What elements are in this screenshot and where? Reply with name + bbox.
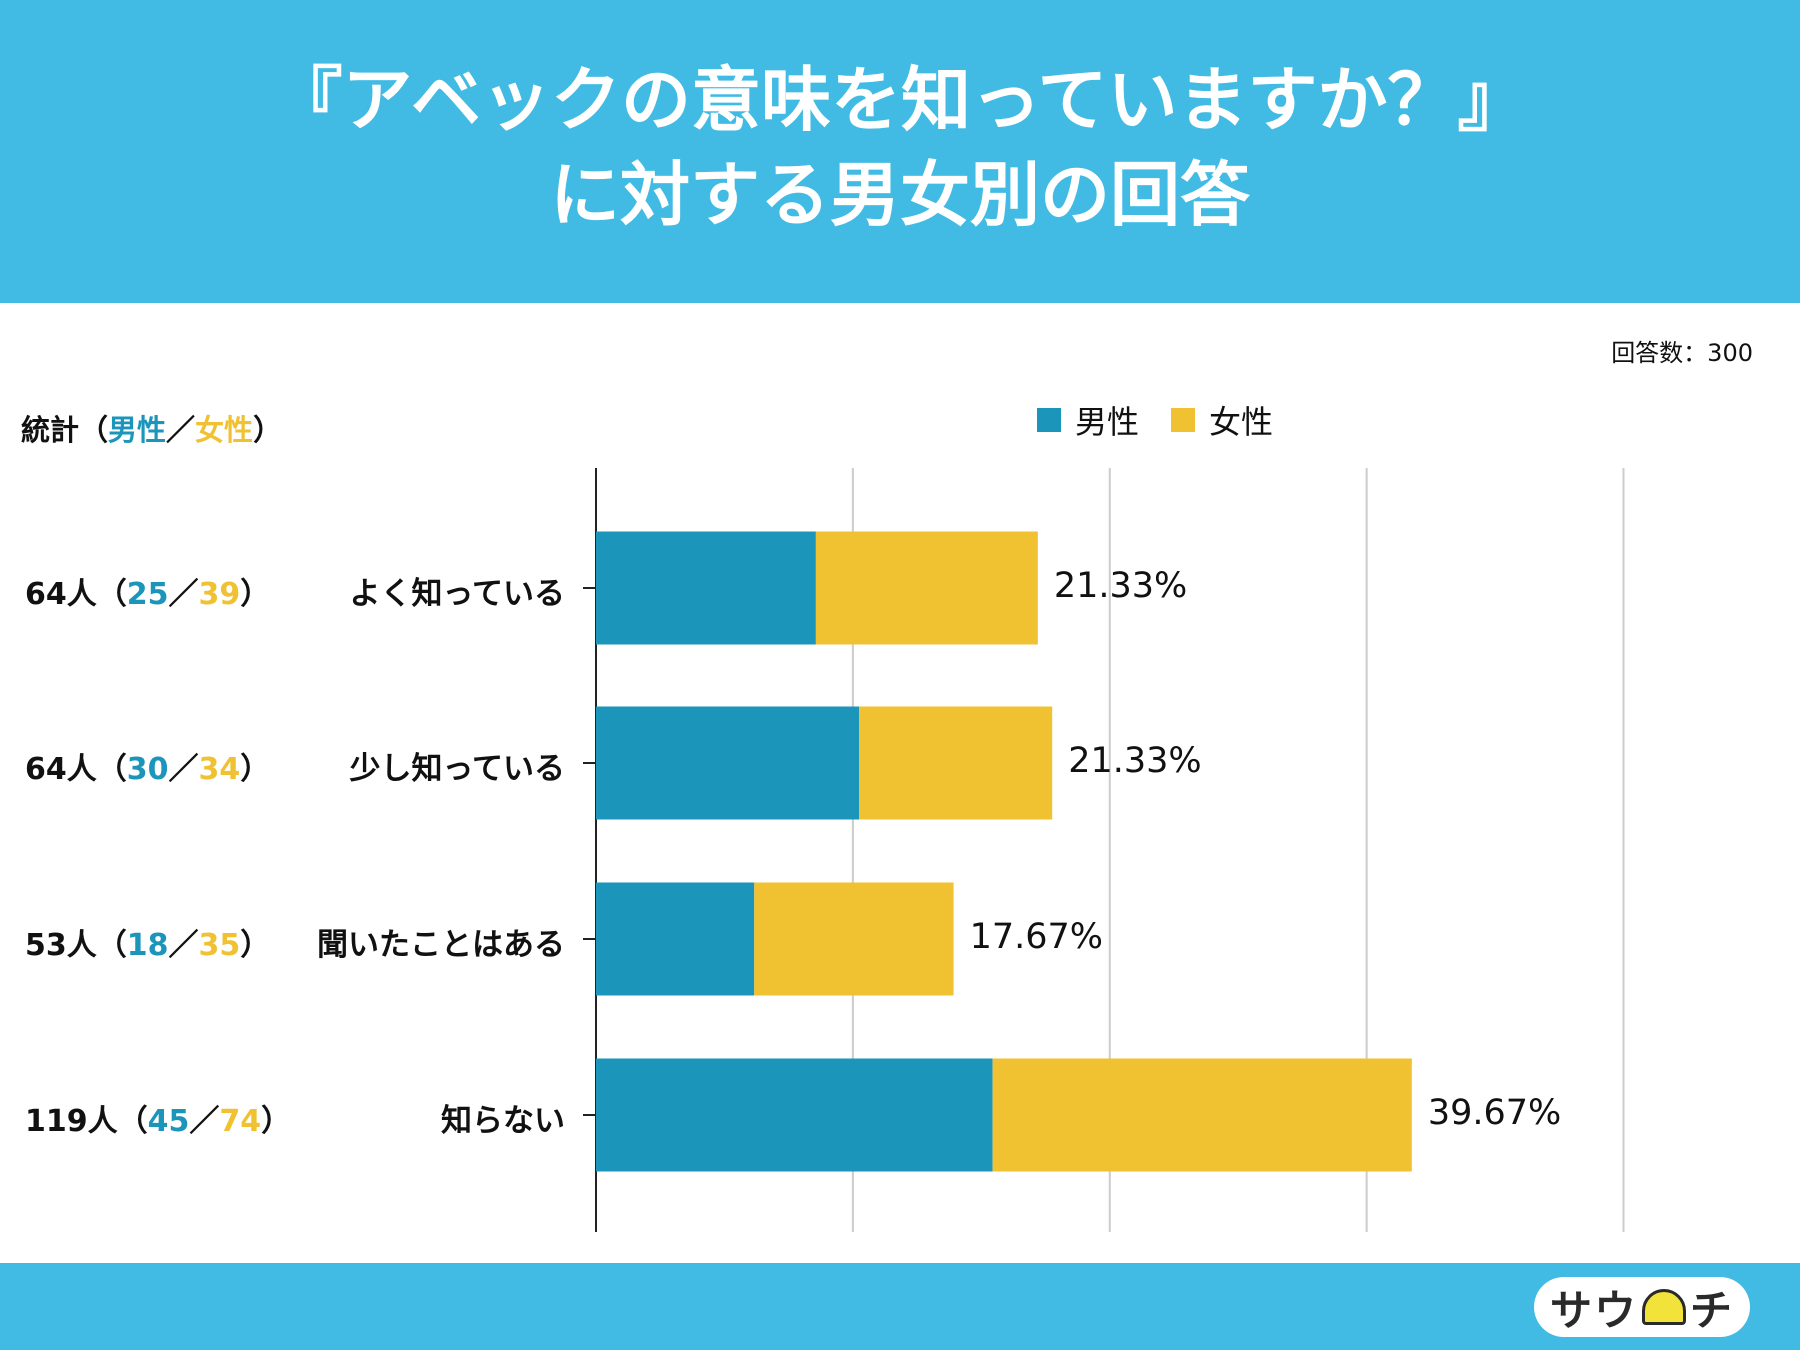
count-total: 119人 — [25, 1104, 118, 1139]
bar-female — [859, 706, 1053, 820]
legend-swatch-male — [1037, 408, 1061, 432]
bar-male — [596, 1058, 993, 1172]
title-line-2: に対する男女別の回答 — [550, 154, 1250, 236]
legend-swatch-female — [1171, 408, 1196, 432]
category-label: 聞いたことはある — [317, 927, 565, 963]
bar-female — [992, 1058, 1412, 1172]
count-female: 39 — [198, 577, 241, 612]
category-label: 少し知っている — [349, 751, 565, 787]
count-label: 53人（18／35） — [25, 928, 271, 963]
value-label: 17.67% — [969, 917, 1104, 957]
brand-logo: サウチ — [1533, 1277, 1750, 1337]
hat-icon — [1641, 1289, 1686, 1325]
stats-male: 男性 — [108, 413, 167, 447]
stats-suffix: ） — [253, 413, 283, 447]
count-label: 64人（30／34） — [25, 752, 271, 787]
count-male: 45 — [147, 1104, 190, 1139]
category-label: よく知っている — [349, 576, 565, 612]
bar-male — [596, 706, 860, 820]
bar-female — [815, 531, 1038, 645]
stats-prefix: 統計（ — [21, 413, 109, 447]
legend: 男性 女性 — [1037, 397, 1273, 443]
count-total: 64人 — [25, 752, 97, 787]
stats-sep: ／ — [166, 413, 196, 447]
count-female: 34 — [198, 752, 241, 787]
bar-male — [596, 882, 755, 996]
legend-label-male: 男性 — [1075, 403, 1140, 441]
count-total: 53人 — [25, 928, 97, 963]
stats-header: 統計（男性／女性） — [21, 407, 282, 449]
count-male: 30 — [126, 752, 169, 787]
respondent-count: 回答数：300 — [1611, 339, 1753, 367]
legend-label-female: 女性 — [1209, 403, 1274, 441]
bar-chart — [583, 468, 1625, 1232]
title-line-1: 『アベックの意味を知っていますか？』 — [272, 59, 1528, 141]
category-label: 知らない — [441, 1103, 565, 1139]
count-label: 64人（25／39） — [25, 577, 271, 612]
count-female: 74 — [219, 1104, 262, 1139]
footer-banner: サウチ — [0, 1263, 1800, 1350]
count-male: 18 — [126, 928, 169, 963]
stats-female: 女性 — [195, 413, 254, 447]
count-male: 25 — [126, 577, 169, 612]
value-label: 39.67% — [1427, 1093, 1562, 1133]
count-label: 119人（45／74） — [25, 1104, 292, 1139]
value-label: 21.33% — [1053, 566, 1188, 606]
count-total: 64人 — [25, 577, 97, 612]
bar-female — [754, 882, 954, 996]
header-banner: 『アベックの意味を知っていますか？』 に対する男女別の回答 — [0, 0, 1800, 303]
count-female: 35 — [198, 928, 241, 963]
bar-male — [596, 531, 816, 645]
value-label: 21.33% — [1068, 741, 1202, 781]
